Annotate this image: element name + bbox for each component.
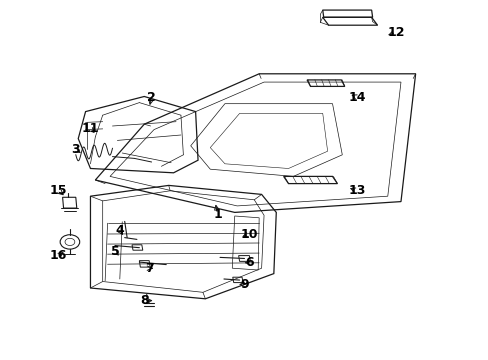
Text: 15: 15 [50,184,67,197]
Text: 3: 3 [71,143,80,156]
Text: 13: 13 [347,184,365,197]
Text: 4: 4 [115,224,124,237]
Text: 6: 6 [244,256,253,269]
Text: 11: 11 [81,122,99,135]
Text: 1: 1 [213,208,222,221]
Text: 12: 12 [386,26,404,39]
Text: 9: 9 [240,278,248,291]
Text: 8: 8 [140,294,148,307]
Text: 5: 5 [110,246,119,258]
Text: 7: 7 [144,262,153,275]
Text: 14: 14 [347,91,365,104]
Text: 10: 10 [240,228,258,240]
Text: 16: 16 [50,249,67,262]
Text: 2: 2 [147,91,156,104]
